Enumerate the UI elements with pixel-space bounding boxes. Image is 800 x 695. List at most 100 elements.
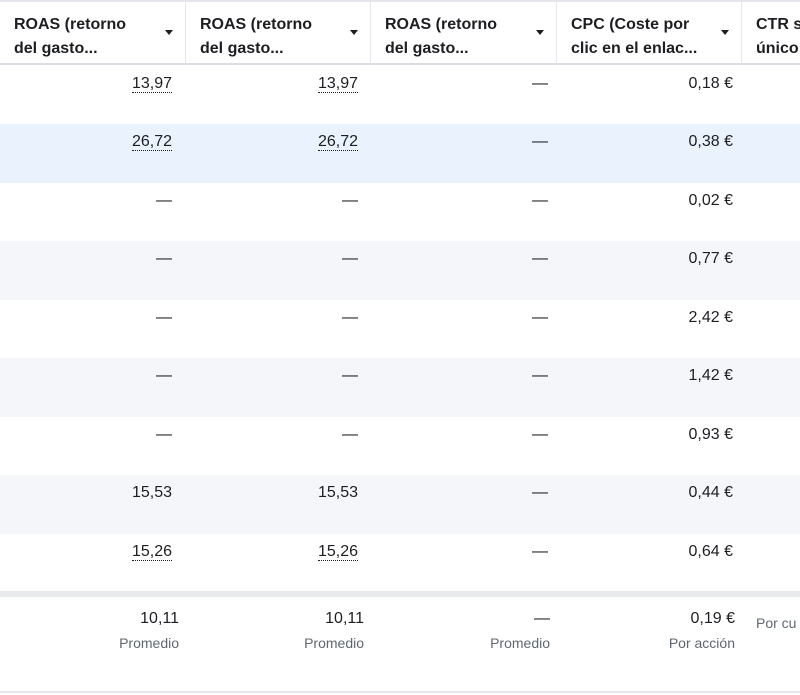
table-cell: 15,53	[0, 475, 358, 534]
table-header: ROAS (retorno del gasto... ROAS (retorno de…	[0, 0, 800, 65]
table-row[interactable]: — — — 0,93 €	[0, 416, 800, 476]
cell-value: —	[342, 308, 358, 326]
cell-value: —	[532, 425, 548, 443]
cell-value: 26,72	[131, 133, 172, 151]
cell-value: 15,26	[317, 542, 358, 561]
sort-caret-icon[interactable]	[350, 30, 358, 35]
table-cell: 0,93 €	[0, 417, 733, 476]
column-header[interactable]: CPC (Coste por clic en el enlac...	[557, 2, 742, 65]
cell-value: —	[342, 367, 358, 384]
table-cell: 0,44 €	[0, 475, 733, 534]
column-header-label: ROAS (retorno del gasto...	[200, 16, 312, 57]
table-cell: —	[0, 475, 548, 534]
column-header-label: ROAS (retorno del gasto...	[385, 16, 497, 57]
cell-value: —	[342, 250, 358, 267]
table-cell: 0,18 €	[0, 66, 733, 125]
cell-value: —	[532, 74, 548, 92]
cell-value: —	[156, 367, 172, 384]
table-row[interactable]: — — — 0,77 €	[0, 241, 800, 300]
table-cell: —	[0, 183, 548, 242]
table-row[interactable]: — — — 0,02 €	[0, 182, 800, 242]
footer-total: — Promedio	[490, 609, 550, 653]
cell-value: 13,97	[131, 74, 172, 93]
table-cell: —	[0, 183, 358, 242]
table-cell: —	[0, 534, 548, 593]
table-cell[interactable]: 13,97	[0, 66, 172, 125]
cell-value: —	[532, 133, 548, 150]
cell-value: 0,93 €	[688, 425, 733, 443]
column-header-label: CPC (Coste por clic en el enlac...	[571, 16, 698, 57]
table-cell: 1,42 €	[0, 358, 733, 417]
table-cell: —	[0, 300, 548, 359]
table-row[interactable]: — — — 2,42 €	[0, 299, 800, 359]
cell-value: —	[156, 308, 172, 326]
table-cell: 15,53	[0, 475, 172, 534]
cell-value: —	[532, 542, 548, 560]
table-cell: —	[0, 417, 548, 476]
cell-value: —	[532, 308, 548, 326]
total-label: Promedio	[490, 635, 550, 651]
table-cell: 2,42 €	[0, 300, 733, 359]
column-header[interactable]: CTR s único	[742, 2, 800, 65]
table-row[interactable]: 15,26 15,26 — 0,64 €	[0, 533, 800, 593]
cell-value: 26,72	[317, 133, 358, 151]
total-value: 0,19 €	[690, 610, 735, 627]
cell-value: 15,26	[131, 542, 172, 561]
table-cell: —	[0, 124, 548, 183]
total-label: Por acción	[668, 635, 735, 651]
footer-total: Por cu	[756, 609, 796, 633]
cell-value: 15,53	[131, 484, 172, 501]
table-cell: —	[0, 358, 548, 417]
table-row[interactable]: 15,53 15,53 — 0,44 €	[0, 475, 800, 534]
column-header-label: ROAS (retorno del gasto...	[14, 16, 126, 57]
cell-value: —	[532, 250, 548, 267]
table-cell: —	[0, 417, 358, 476]
table-cell[interactable]: 26,72	[0, 124, 172, 183]
cell-value: 0,44 €	[688, 484, 733, 501]
cell-value: 0,64 €	[688, 542, 733, 560]
cell-value: —	[156, 425, 172, 443]
column-header[interactable]: ROAS (retorno del gasto...	[0, 2, 186, 65]
table-cell: 0,77 €	[0, 241, 733, 300]
total-label: Por cu	[756, 615, 797, 631]
column-header[interactable]: ROAS (retorno del gasto...	[186, 2, 371, 65]
sort-caret-icon[interactable]	[536, 30, 544, 35]
total-label: Promedio	[304, 635, 364, 651]
sort-caret-icon[interactable]	[165, 30, 173, 35]
table-row[interactable]: 26,72 26,72 — 0,38 €	[0, 124, 800, 183]
cell-value: 0,02 €	[688, 191, 733, 209]
total-value: —	[534, 610, 550, 627]
table-cell: 0,02 €	[0, 183, 733, 242]
column-header-label: CTR s único	[756, 16, 800, 57]
cell-value: 1,42 €	[688, 367, 733, 384]
cell-value: —	[342, 191, 358, 209]
cell-value: 0,38 €	[688, 133, 733, 150]
table-cell: —	[0, 358, 172, 417]
footer-total: 10,11 Promedio	[119, 609, 179, 653]
table-cell[interactable]: 13,97	[0, 66, 358, 125]
table-cell: —	[0, 358, 358, 417]
cell-value: 13,97	[317, 74, 358, 93]
total-label: Promedio	[119, 635, 179, 651]
cell-value: —	[532, 191, 548, 209]
cell-value: —	[532, 484, 548, 501]
table-cell[interactable]: 26,72	[0, 124, 358, 183]
total-value: 10,11	[325, 610, 364, 627]
column-header[interactable]: ROAS (retorno del gasto...	[371, 2, 557, 65]
table-cell: —	[0, 300, 358, 359]
cell-value: 15,53	[317, 484, 358, 501]
table-row[interactable]: — — — 1,42 €	[0, 358, 800, 417]
sort-caret-icon[interactable]	[721, 30, 729, 35]
table-row[interactable]: 13,97 13,97 — 0,18 €	[0, 65, 800, 125]
cell-value: —	[532, 367, 548, 384]
cell-value: —	[156, 191, 172, 209]
table-footer-totals: 10,11 Promedio 10,11 Promedio — Promedio 0,19 …	[0, 591, 800, 693]
cell-value: 0,18 €	[688, 74, 733, 92]
table-cell: —	[0, 300, 172, 359]
footer-total: 10,11 Promedio	[304, 609, 364, 653]
cell-value: 0,77 €	[688, 250, 733, 267]
table-cell[interactable]: 15,26	[0, 534, 358, 593]
table-cell[interactable]: 15,26	[0, 534, 172, 593]
table-cell: 0,64 €	[0, 534, 733, 593]
table-cell: —	[0, 66, 548, 125]
